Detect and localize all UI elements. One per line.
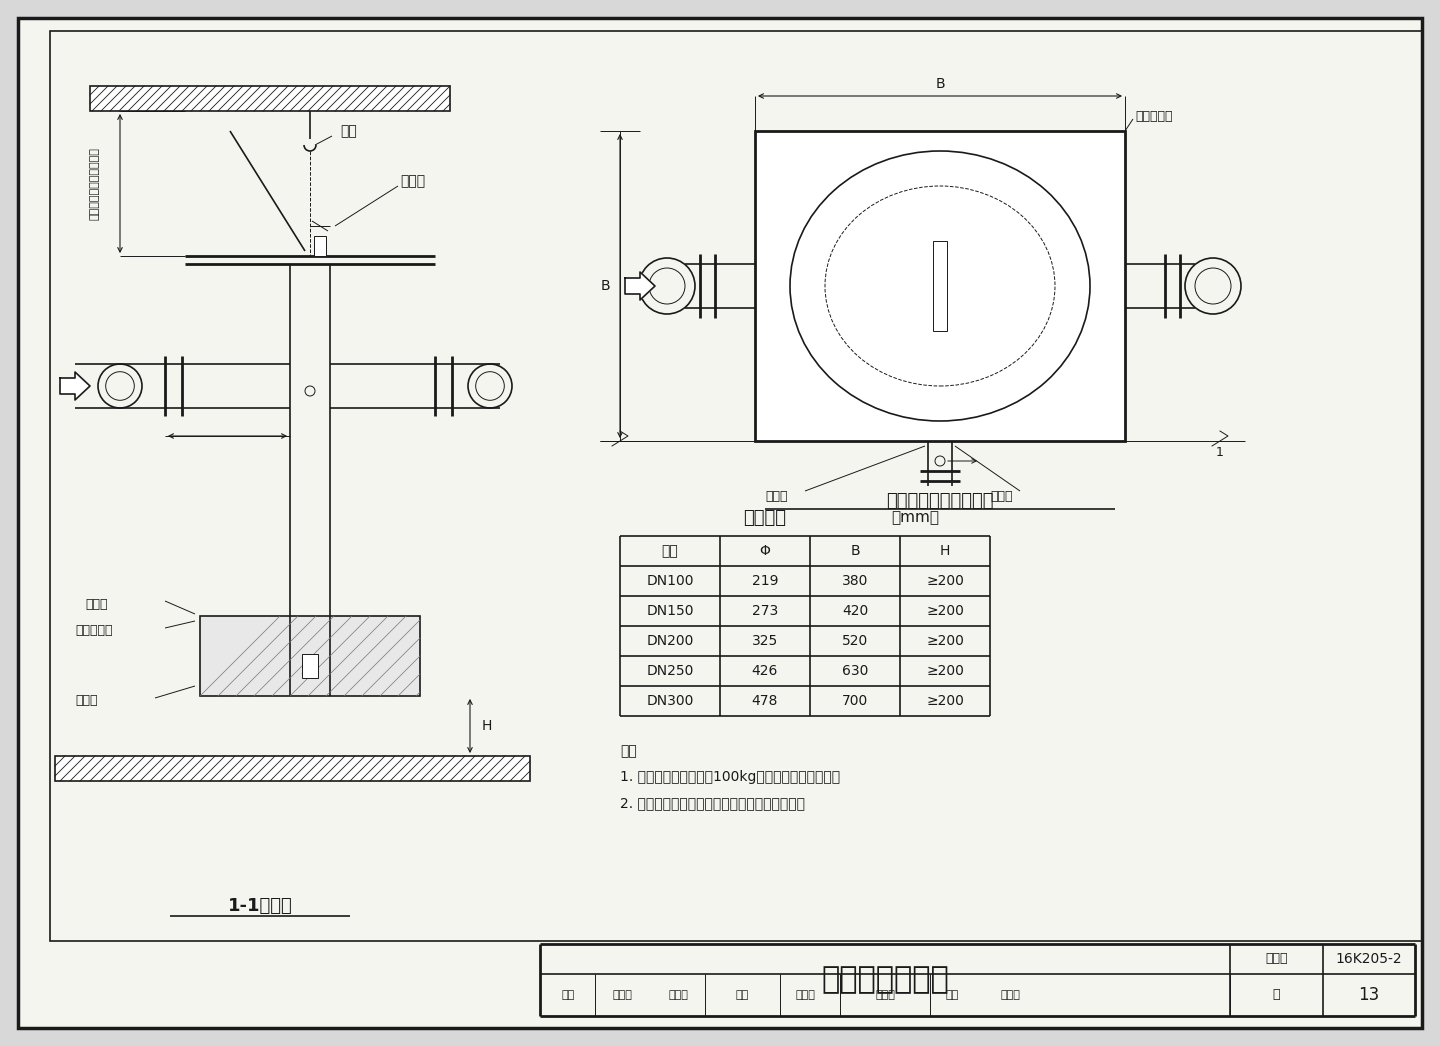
- Bar: [314, 236, 325, 256]
- Text: 排气阀: 排气阀: [400, 174, 425, 188]
- Text: 630: 630: [842, 664, 868, 678]
- Text: DN250: DN250: [647, 664, 694, 678]
- Text: 混凝土基础: 混凝土基础: [75, 624, 112, 637]
- Bar: [200, 616, 420, 696]
- Text: 主要尺寸: 主要尺寸: [743, 509, 786, 527]
- Text: 219: 219: [752, 574, 778, 588]
- Text: B: B: [850, 544, 860, 558]
- Text: DN100: DN100: [647, 574, 694, 588]
- Text: DN150: DN150: [647, 604, 694, 618]
- Text: 赵光明: 赵光明: [668, 990, 688, 1000]
- Text: 设计: 设计: [946, 990, 959, 1000]
- Bar: [755, 131, 1125, 441]
- Text: 520: 520: [842, 634, 868, 649]
- Ellipse shape: [791, 151, 1090, 420]
- Text: Φ: Φ: [759, 544, 770, 558]
- Text: 16K205-2: 16K205-2: [1335, 952, 1403, 967]
- Text: 校对: 校对: [736, 990, 749, 1000]
- Polygon shape: [625, 272, 655, 300]
- Text: 篮式过滤器安装平面图: 篮式过滤器安装平面图: [886, 492, 994, 510]
- Text: H: H: [940, 544, 950, 558]
- Text: 刘贵延: 刘贵延: [612, 990, 632, 1000]
- Text: 篮式过滤器安装: 篮式过滤器安装: [821, 965, 949, 995]
- Text: DN200: DN200: [647, 634, 694, 649]
- Text: B: B: [600, 279, 611, 293]
- Text: 规格: 规格: [661, 544, 678, 558]
- Text: 页: 页: [1273, 988, 1280, 1001]
- Text: ≥200: ≥200: [926, 574, 963, 588]
- Text: 325: 325: [752, 634, 778, 649]
- Text: ≥200: ≥200: [926, 664, 963, 678]
- Text: 排水沟: 排水沟: [765, 490, 788, 502]
- Text: ≥200: ≥200: [926, 634, 963, 649]
- Text: 注：: 注：: [621, 744, 636, 758]
- Text: （mm）: （mm）: [891, 510, 939, 525]
- Text: 380: 380: [842, 574, 868, 588]
- Text: 审核: 审核: [562, 990, 575, 1000]
- Polygon shape: [60, 372, 89, 400]
- Bar: [50, 31, 1423, 941]
- Text: 排污阀: 排污阀: [991, 490, 1012, 502]
- Text: 图集号: 图集号: [1264, 953, 1287, 965]
- Text: 排水沟: 排水沟: [75, 695, 98, 707]
- Bar: [89, 86, 449, 111]
- Text: 王彦良: 王彦良: [999, 990, 1020, 1000]
- Text: 2. 当过滤器保温时，应采取防止冷热桥的措施。: 2. 当过滤器保温时，应采取防止冷热桥的措施。: [621, 796, 805, 810]
- Text: 478: 478: [752, 693, 778, 708]
- Text: 侯登科: 侯登科: [795, 990, 815, 1000]
- Text: ≥200: ≥200: [926, 693, 963, 708]
- Text: DN300: DN300: [647, 693, 694, 708]
- Bar: [55, 756, 530, 781]
- Text: 1. 篮式过滤器重量超过100kg宜在其上方设置吊钩。: 1. 篮式过滤器重量超过100kg宜在其上方设置吊钩。: [621, 770, 840, 784]
- Bar: [933, 241, 948, 331]
- Text: 700: 700: [842, 693, 868, 708]
- Text: 排污阀: 排污阀: [85, 597, 108, 611]
- Text: 426: 426: [752, 664, 778, 678]
- Text: 273: 273: [752, 604, 778, 618]
- Text: B: B: [935, 77, 945, 91]
- Text: 420: 420: [842, 604, 868, 618]
- Text: 侯谷彬: 侯谷彬: [876, 990, 894, 1000]
- Text: H: H: [482, 719, 492, 733]
- Text: 1: 1: [1215, 447, 1224, 459]
- Text: 管道标高至楼板底面距离: 管道标高至楼板底面距离: [89, 147, 99, 220]
- Bar: [302, 654, 318, 678]
- Text: 吊钩: 吊钩: [340, 124, 357, 138]
- Text: ≥200: ≥200: [926, 604, 963, 618]
- Text: 混凝土基础: 混凝土基础: [1135, 110, 1172, 122]
- Text: 1-1剖面图: 1-1剖面图: [228, 897, 292, 915]
- Text: 13: 13: [1358, 986, 1380, 1004]
